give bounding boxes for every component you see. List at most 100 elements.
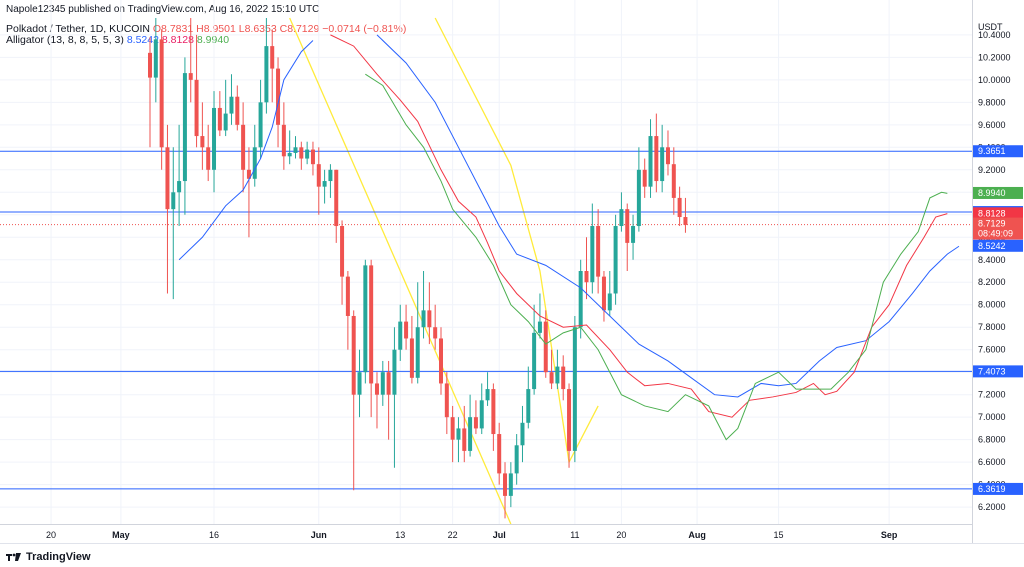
candle-body	[305, 149, 310, 159]
published-caption: Napole12345 published on TradingView.com…	[6, 4, 320, 15]
candle-body	[578, 271, 583, 328]
horizontal-levels[interactable]	[0, 150, 972, 490]
x-tick-label: 20	[46, 530, 56, 540]
candle-body	[328, 169, 333, 182]
alligator-jaw-line	[376, 34, 960, 398]
countdown-label-text: 08:49:09	[978, 229, 1013, 239]
alligator-teeth-line	[330, 34, 948, 418]
jaw-value: 8.5242	[126, 34, 159, 46]
candle-body	[241, 124, 246, 170]
high-value: H8.9501	[196, 23, 236, 35]
candle-body	[631, 226, 636, 243]
candle-body	[229, 96, 234, 114]
price-label-tag	[973, 186, 1023, 199]
candle-body	[334, 169, 339, 227]
y-tick-label: 10.4000	[978, 30, 1011, 40]
y-tick-label: 6.6000	[978, 457, 1006, 467]
price-label-text: 9.3651	[978, 146, 1006, 156]
y-tick-label: 9.2000	[978, 165, 1006, 175]
candle-body	[619, 209, 624, 227]
candle-body	[584, 271, 589, 283]
candle-body	[281, 124, 286, 157]
trend-lines[interactable]	[289, 17, 599, 525]
y-tick-label: 10.0000	[978, 75, 1011, 85]
close-value: C8.7129	[279, 23, 320, 35]
candle-body	[369, 265, 374, 384]
candle-body	[188, 73, 193, 80]
x-tick-label: Sep	[881, 530, 898, 540]
teeth-value: 8.8128	[161, 34, 194, 46]
candle-body	[537, 321, 542, 333]
candle-body	[409, 338, 414, 378]
candle-body	[596, 226, 601, 277]
candle-body	[374, 383, 379, 395]
indicator-legend[interactable]: Alligator (13, 8, 8, 5, 5, 3) 8.5242 8.8…	[6, 34, 229, 46]
candle-body	[182, 73, 187, 182]
tradingview-logo-icon	[6, 553, 21, 561]
candle-body	[636, 169, 641, 227]
candle-body	[171, 192, 176, 210]
candle-body	[439, 338, 443, 384]
candle-body	[485, 389, 490, 401]
candle-body	[648, 136, 653, 187]
candle-body	[392, 349, 397, 395]
trend-line	[434, 17, 599, 465]
price-label-text: 8.9940	[978, 188, 1006, 198]
candle-body	[660, 147, 665, 182]
y-tick-label: 7.2000	[978, 390, 1006, 400]
candle-body	[357, 372, 362, 395]
candle-body	[625, 209, 630, 243]
candle-body	[345, 276, 350, 316]
candle-body	[520, 422, 525, 446]
candle-body	[508, 473, 513, 496]
y-tick-label: 7.8000	[978, 322, 1006, 332]
candle-body	[567, 389, 572, 451]
low-value: L8.6353	[238, 23, 277, 35]
candle-body	[415, 327, 420, 378]
candle-body	[206, 147, 211, 170]
candle-body	[491, 389, 496, 435]
candle-body	[177, 181, 182, 193]
candle-body	[590, 226, 595, 283]
price-label-tag	[973, 482, 1023, 495]
candle-body	[665, 147, 670, 165]
trend-line	[289, 17, 512, 525]
tradingview-branding: TradingView	[6, 551, 91, 563]
symbol-name: Polkadot / Tether, 1D, KUCOIN	[6, 23, 150, 35]
price-label-text: 8.8128	[978, 208, 1006, 218]
candle-body	[217, 107, 222, 131]
x-tick-label: 22	[448, 530, 458, 540]
y-tick-label: 8.4000	[978, 255, 1006, 265]
price-label-text: 8.5242	[978, 241, 1006, 251]
candle-body	[561, 366, 566, 390]
candle-body	[380, 372, 385, 395]
price-label-tag	[973, 145, 1023, 158]
candle-body	[316, 164, 321, 187]
candle-body	[444, 383, 449, 418]
candle-body	[473, 417, 478, 429]
candle-body	[159, 39, 164, 148]
candle-body	[654, 136, 659, 182]
x-tick-label: 20	[616, 530, 626, 540]
candle-body	[677, 197, 682, 218]
price-label-tag	[973, 365, 1023, 378]
candle-body	[386, 372, 391, 395]
candle-body	[293, 147, 298, 153]
y-tick-label: 9.6000	[978, 120, 1006, 130]
alligator-lines	[178, 34, 960, 441]
candle-body	[363, 265, 368, 373]
change-value: −0.0714 (−0.81%)	[322, 23, 407, 35]
y-tick-label: 9.8000	[978, 97, 1006, 107]
x-tick-label: May	[112, 530, 130, 540]
candle-body	[671, 164, 676, 198]
candle-body	[153, 39, 158, 78]
price-labels: 9.36518.99408.82428.81288.712908:49:098.…	[973, 145, 1023, 495]
candle-body	[212, 107, 217, 170]
candle-body	[479, 400, 484, 429]
candle-body	[404, 321, 409, 339]
candle-body	[351, 315, 356, 395]
candle-body	[456, 428, 461, 440]
brand-text: TradingView	[26, 551, 91, 563]
candle-body	[642, 169, 647, 187]
